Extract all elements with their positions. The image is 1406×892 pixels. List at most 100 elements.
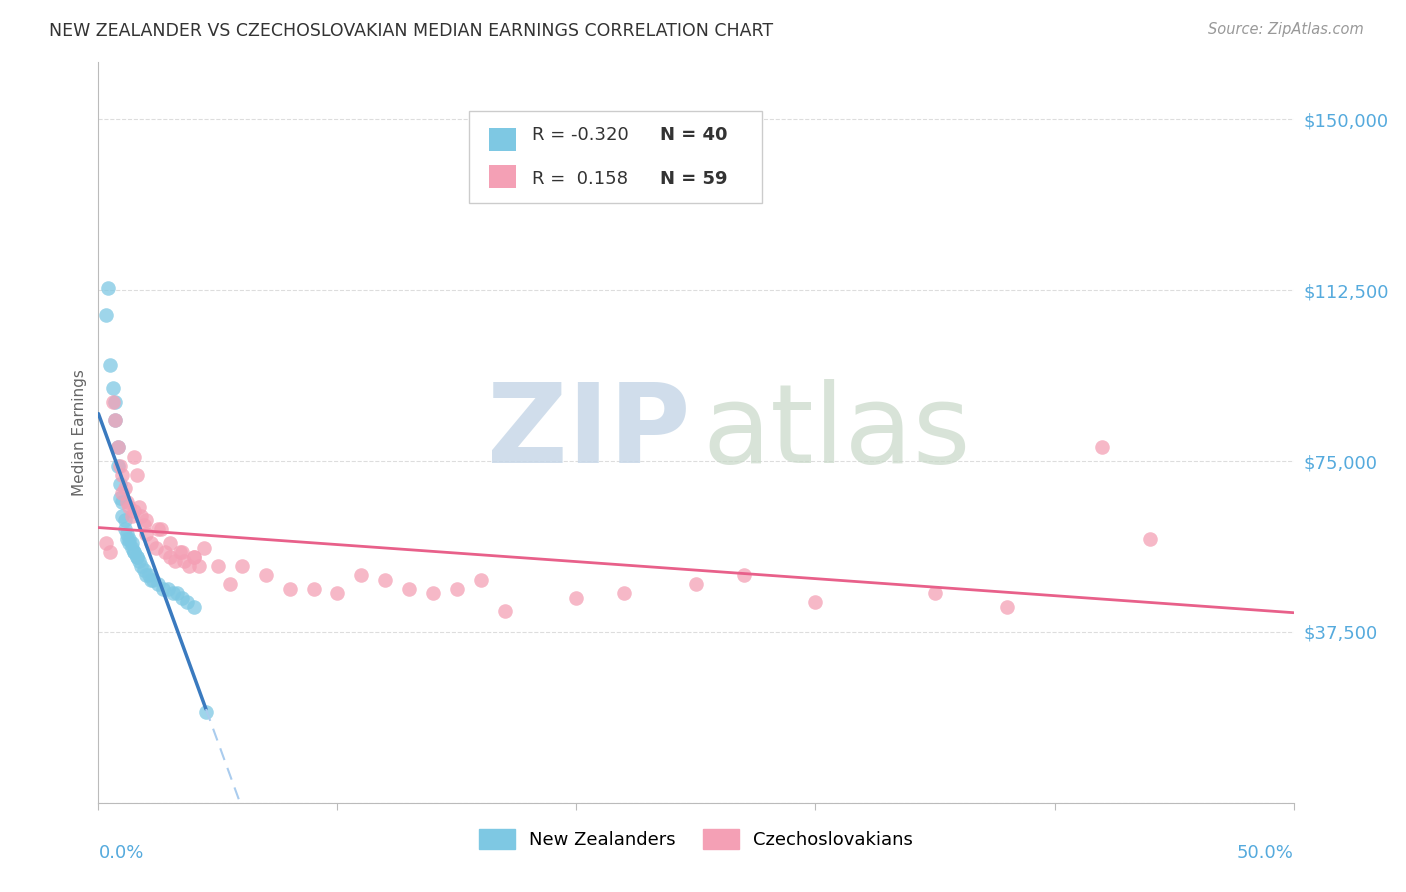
Point [128, 500, 150, 514]
Point [374, 573, 396, 587]
Point [183, 599, 205, 614]
Point [124, 450, 146, 464]
Point [159, 536, 181, 550]
Point [231, 558, 253, 573]
Point [115, 532, 138, 546]
Point [1091, 441, 1114, 455]
Point [104, 413, 127, 427]
Point [326, 586, 349, 600]
Point [125, 467, 148, 482]
Point [132, 564, 155, 578]
Point [145, 541, 167, 555]
Point [254, 568, 277, 582]
FancyBboxPatch shape [470, 111, 762, 203]
Point [131, 508, 153, 523]
Point [155, 545, 177, 559]
Point [149, 523, 172, 537]
Point [995, 599, 1018, 614]
Text: Source: ZipAtlas.com: Source: ZipAtlas.com [1208, 22, 1364, 37]
Point [111, 495, 134, 509]
Point [219, 577, 242, 591]
Legend: New Zealanders, Czechoslovakians: New Zealanders, Czechoslovakians [471, 822, 921, 856]
Point [121, 508, 143, 523]
Point [733, 568, 755, 582]
Point [166, 586, 188, 600]
Point [104, 413, 127, 427]
Text: N = 40: N = 40 [661, 126, 728, 144]
Point [118, 532, 141, 546]
Point [207, 558, 229, 573]
Point [302, 582, 325, 596]
Y-axis label: Median Earnings: Median Earnings [72, 369, 87, 496]
Point [135, 513, 157, 527]
Point [162, 586, 184, 600]
Point [183, 549, 205, 564]
Point [101, 381, 124, 395]
Point [135, 527, 157, 541]
Point [94, 308, 117, 322]
Point [104, 395, 127, 409]
Point [124, 545, 146, 559]
Point [924, 586, 946, 600]
Point [98, 545, 122, 559]
Point [494, 604, 516, 618]
Point [115, 527, 138, 541]
Point [156, 582, 179, 596]
Point [422, 586, 444, 600]
Point [163, 554, 186, 568]
Point [172, 545, 194, 559]
Text: R =  0.158: R = 0.158 [533, 169, 628, 187]
Point [169, 545, 191, 559]
FancyBboxPatch shape [489, 128, 516, 152]
Point [108, 458, 131, 473]
Point [118, 500, 141, 514]
Point [135, 568, 157, 582]
Point [139, 573, 162, 587]
Point [172, 591, 194, 605]
Point [94, 536, 117, 550]
Point [131, 558, 153, 573]
Point [804, 595, 827, 609]
Point [125, 549, 148, 564]
Point [114, 513, 136, 527]
Point [111, 508, 134, 523]
Point [350, 568, 373, 582]
Point [152, 582, 174, 596]
Point [278, 582, 301, 596]
Point [124, 545, 146, 559]
Point [98, 359, 122, 373]
Point [114, 523, 136, 537]
Point [121, 541, 143, 555]
Point [138, 568, 160, 582]
Text: N = 59: N = 59 [661, 169, 728, 187]
Point [125, 549, 148, 564]
Point [183, 549, 205, 564]
Point [107, 441, 129, 455]
Text: 50.0%: 50.0% [1237, 844, 1294, 862]
Point [121, 536, 143, 550]
Text: NEW ZEALANDER VS CZECHOSLOVAKIAN MEDIAN EARNINGS CORRELATION CHART: NEW ZEALANDER VS CZECHOSLOVAKIAN MEDIAN … [49, 22, 773, 40]
Point [1139, 532, 1161, 546]
Point [111, 486, 134, 500]
Point [101, 395, 124, 409]
Point [173, 554, 195, 568]
Point [685, 577, 707, 591]
Point [107, 458, 129, 473]
Point [565, 591, 588, 605]
Point [176, 595, 198, 609]
Point [114, 482, 136, 496]
FancyBboxPatch shape [489, 165, 516, 188]
Point [107, 441, 129, 455]
Point [179, 558, 201, 573]
Point [142, 573, 165, 587]
Text: 0.0%: 0.0% [98, 844, 143, 862]
Point [118, 536, 141, 550]
Point [128, 554, 150, 568]
Point [108, 476, 131, 491]
Point [139, 536, 162, 550]
Point [398, 582, 420, 596]
Point [613, 586, 636, 600]
Point [193, 541, 215, 555]
Point [148, 577, 170, 591]
Point [446, 582, 468, 596]
